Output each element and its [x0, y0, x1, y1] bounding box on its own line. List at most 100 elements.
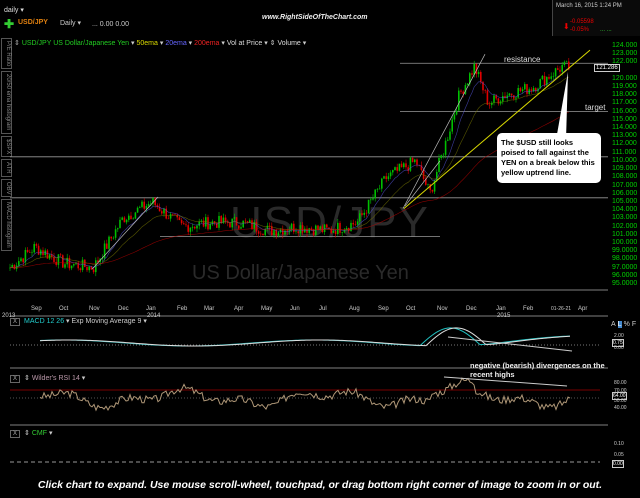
candle — [31, 252, 33, 253]
candle — [429, 184, 431, 190]
candle — [22, 258, 24, 263]
change: -0.05598 — [570, 19, 594, 25]
watermark-name: US Dollar/Japanese Yen — [192, 262, 409, 284]
side-tab[interactable]: OBV — [1, 178, 12, 198]
candle — [90, 266, 93, 270]
candle — [92, 269, 95, 273]
candle — [119, 219, 121, 229]
candle — [211, 221, 214, 225]
candle — [257, 231, 260, 234]
price-tick-label: 101.000 — [612, 230, 638, 238]
candle — [66, 257, 68, 265]
legend-volume[interactable]: Volume — [277, 40, 301, 47]
candle — [363, 212, 365, 215]
target-label: target — [585, 103, 606, 112]
trend-line[interactable] — [402, 54, 486, 209]
price-tick-label: 98.0000 — [612, 255, 638, 263]
candle — [154, 198, 156, 206]
candle — [517, 88, 519, 98]
quote: ... 0.00 0.00 — [92, 21, 129, 28]
add-icon[interactable]: ✚ — [4, 17, 15, 31]
close-macd-button[interactable]: X — [10, 318, 21, 326]
candle — [328, 227, 330, 229]
candle — [183, 223, 185, 225]
legend-50ema[interactable]: 50ema — [136, 40, 158, 47]
legend-vol-at-price[interactable]: Vol at Price — [226, 40, 263, 47]
date-tick-label: Feb — [523, 306, 534, 312]
close-cmf-button[interactable]: X — [10, 430, 21, 438]
candle — [447, 139, 449, 141]
macd-line — [39, 327, 571, 347]
candle — [554, 68, 557, 77]
candle — [198, 221, 200, 226]
indicator-tick-label: 80.00 — [614, 380, 627, 386]
trend-line[interactable] — [404, 160, 441, 207]
legend-series[interactable]: USD/JPY US Dollar/Japanese Yen — [21, 40, 130, 47]
candle — [158, 207, 161, 212]
candle — [62, 255, 64, 268]
price-tick-label: 109.000 — [612, 165, 638, 173]
candle — [477, 71, 480, 75]
date-tick-label: Oct — [406, 306, 416, 312]
side-tab[interactable]: ATR — [1, 159, 12, 177]
symbol[interactable]: USD/JPY — [18, 19, 48, 26]
price-tick-label: 102.000 — [612, 222, 638, 230]
candle — [196, 225, 198, 229]
candle — [266, 225, 269, 229]
candle — [356, 221, 359, 225]
datetime: March 16, 2015 1:24 PM — [556, 3, 622, 9]
axis-control-F[interactable]: F — [631, 321, 637, 328]
candle — [559, 69, 561, 72]
candle — [565, 61, 568, 63]
candle — [51, 254, 53, 257]
side-tab[interactable]: P/E Ratio — [1, 38, 12, 70]
legend-20ema[interactable]: 20ema — [165, 40, 187, 47]
side-tab[interactable]: MACD histogram — [1, 199, 12, 251]
yellow-uptrend-line[interactable] — [403, 49, 591, 209]
candle — [409, 157, 412, 171]
candle — [251, 220, 253, 230]
candle — [438, 157, 440, 172]
price-tick-label: 113.000 — [612, 132, 637, 140]
close-rsi-button[interactable]: X — [10, 375, 21, 383]
year-label: 2015 — [497, 313, 511, 319]
date-tick-label: Feb — [177, 306, 188, 312]
candle — [326, 224, 328, 228]
divergence-line[interactable] — [443, 376, 568, 387]
axis-control-%[interactable]: % — [623, 321, 630, 328]
price-tick-label: 97.0000 — [612, 263, 638, 271]
candle — [246, 221, 249, 223]
interval-select[interactable]: Daily ▾ — [60, 20, 82, 27]
trend-line[interactable] — [91, 196, 159, 270]
candle — [216, 223, 218, 228]
candle — [106, 243, 108, 249]
divergence-line[interactable] — [447, 336, 573, 352]
candle — [451, 119, 453, 132]
candle — [139, 206, 141, 208]
candle — [488, 104, 491, 106]
macd-header: X MACD 12 26 ▾ Exp Moving Average 9 ▾ — [10, 317, 147, 326]
candle — [337, 222, 339, 235]
change-pct: -0.05% — [570, 27, 590, 33]
candle — [491, 102, 493, 105]
candle — [484, 90, 486, 91]
axis-control-A[interactable]: A — [611, 321, 616, 328]
candle — [453, 114, 456, 120]
axis-control-L[interactable]: L — [617, 321, 622, 328]
candle — [286, 230, 288, 232]
side-tab[interactable]: 20/50 ema histogram — [1, 71, 12, 134]
candle — [561, 64, 563, 72]
candle — [310, 228, 313, 230]
candle — [427, 184, 429, 185]
candle — [416, 159, 418, 165]
date-tick-label: Oct — [59, 306, 69, 312]
candle — [185, 224, 187, 226]
legend-200ema[interactable]: 200ema — [194, 40, 220, 47]
period-select[interactable]: daily ▾ — [4, 7, 24, 14]
side-tab[interactable]: $SPX — [1, 135, 12, 158]
candle — [471, 73, 473, 75]
price-tick-label: 111.000 — [612, 148, 637, 156]
candle — [433, 180, 436, 192]
candle — [323, 224, 326, 233]
